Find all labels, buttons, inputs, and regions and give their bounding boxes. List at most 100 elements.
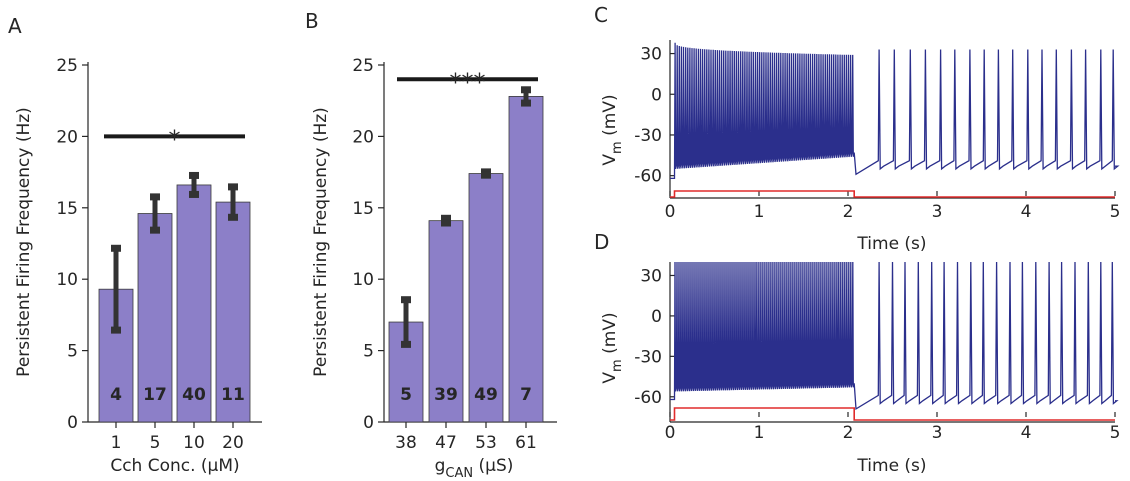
a-error-cap-bottom-2 (189, 190, 199, 198)
panel-c-y-axis-label-unit: (mV) (600, 94, 620, 141)
panel-b-significance-label: *** (450, 68, 486, 96)
panel-d-voltage-trace: 30 0 -30 -60 0 1 2 3 4 5 Vm (mV) Time (s) (600, 261, 1121, 476)
panel-c-y-axis-label-main: V (600, 154, 620, 166)
b-error-cap-top-3 (521, 86, 531, 94)
b-y-tick-label-4: 20 (352, 127, 374, 147)
a-n-label-2: 40 (182, 385, 206, 405)
b-y-tick-label-1: 5 (363, 342, 374, 362)
b-error-cap-bottom-1 (441, 219, 451, 227)
b-error-cap-top-0 (401, 296, 411, 304)
panel-b-x-axis-label: gCAN (μS) (435, 456, 514, 481)
c-x-tick-label-4: 4 (1021, 202, 1032, 222)
c-x-tick-label-3: 3 (932, 202, 943, 222)
a-y-tick-label-3: 15 (56, 199, 78, 219)
a-y-tick-label-2: 10 (56, 270, 78, 290)
a-x-tick-label-3: 20 (222, 433, 244, 453)
panel-b-x-axis-label-main: g (435, 456, 446, 476)
panel-label-a: A (8, 14, 22, 38)
c-y-tick-label-0: 30 (640, 45, 662, 65)
a-error-cap-top-0 (111, 244, 121, 252)
a-error-cap-top-3 (228, 183, 238, 191)
a-y-tick-label-1: 5 (67, 342, 78, 362)
a-x-tick-label-0: 1 (111, 433, 122, 453)
a-y-tick-label-5: 25 (56, 56, 78, 76)
a-x-tick-label-2: 10 (183, 433, 205, 453)
d-x-tick-label-2: 2 (843, 423, 854, 443)
d-x-tick-label-5: 5 (1110, 423, 1121, 443)
a-n-label-1: 17 (143, 385, 167, 405)
b-y-tick-label-0: 0 (363, 413, 374, 433)
b-y-tick-label-5: 25 (352, 56, 374, 76)
panel-d-x-axis-label: Time (s) (856, 456, 926, 476)
c-x-tick-label-1: 1 (754, 202, 765, 222)
c-y-tick-label-2: -30 (634, 126, 662, 146)
b-n-label-0: 5 (400, 385, 412, 405)
c-y-tick-label-3: -60 (634, 167, 662, 187)
b-error-cap-top-1 (441, 214, 451, 222)
a-x-tick-label-1: 5 (150, 433, 161, 453)
a-error-cap-bottom-1 (150, 226, 160, 234)
b-error-cap-bottom-0 (401, 340, 411, 348)
a-bar-3 (215, 201, 251, 423)
b-bar-2 (468, 173, 504, 423)
d-y-tick-label-3: -60 (634, 388, 662, 408)
a-error-cap-top-2 (189, 171, 199, 179)
b-n-label-1: 39 (434, 385, 458, 405)
panel-c-y-axis-label-sub: m (610, 141, 625, 154)
d-y-tick-label-2: -30 (634, 347, 662, 367)
b-y-tick-label-3: 15 (352, 199, 374, 219)
panel-b-x-axis-label-sub: CAN (445, 466, 473, 481)
a-bar-1 (137, 213, 173, 423)
panel-a-y-axis-label: Persistent Firing Frequency (Hz) (14, 107, 34, 377)
a-error-cap-top-1 (150, 193, 160, 201)
panel-c-voltage-trace: 30 0 -30 -60 0 1 2 3 4 5 Vm (mV) Time (s) (600, 40, 1120, 254)
d-x-tick-label-0: 0 (665, 423, 676, 443)
d-y-tick-label-0: 30 (640, 266, 662, 286)
a-error-cap-bottom-3 (228, 213, 238, 221)
b-bar-3 (508, 96, 544, 423)
a-n-label-3: 11 (221, 385, 245, 405)
a-y-tick-label-0: 0 (67, 413, 78, 433)
b-y-tick-label-2: 10 (352, 270, 374, 290)
panel-label-c: C (594, 3, 608, 27)
panel-b-x-axis-label-unit: (μS) (473, 456, 513, 476)
panel-c-x-axis-label: Time (s) (856, 234, 926, 254)
c-y-tick-label-1: 0 (651, 85, 662, 105)
d-y-tick-label-1: 0 (651, 307, 662, 327)
a-n-label-0: 4 (110, 385, 122, 405)
a-error-cap-bottom-0 (111, 326, 121, 334)
panel-a-x-axis-label: Cch Conc. (μM) (110, 456, 239, 476)
panel-d-membrane-potential-trace (670, 261, 1119, 411)
panel-label-b: B (305, 9, 319, 33)
d-x-tick-label-1: 1 (754, 423, 765, 443)
panel-d-y-axis-label-unit: (mV) (600, 312, 620, 359)
b-n-label-2: 49 (474, 385, 498, 405)
c-x-tick-label-2: 2 (843, 202, 854, 222)
panel-b-y-axis-label: Persistent Firing Frequency (Hz) (311, 107, 331, 377)
panel-d-y-axis-label-sub: m (610, 359, 625, 372)
b-x-tick-label-1: 47 (435, 433, 457, 453)
panel-d-y-axis-label-main: V (600, 372, 620, 384)
panel-label-d: D (594, 230, 609, 254)
panel-a-significance-label: * (169, 125, 181, 153)
c-x-tick-label-5: 5 (1110, 202, 1121, 222)
b-x-tick-label-3: 61 (515, 433, 537, 453)
a-y-tick-label-4: 20 (56, 127, 78, 147)
c-x-tick-label-0: 0 (665, 202, 676, 222)
a-bar-2 (176, 184, 212, 423)
panel-b-bar-chart: 0 5 10 15 20 25 5 39 49 7 38 47 53 61 *** Persisten… (311, 56, 557, 481)
panel-d-stimulus-trace (670, 407, 1115, 421)
d-x-tick-label-3: 3 (932, 423, 943, 443)
b-error-cap-bottom-2 (481, 171, 491, 179)
panel-d-y-axis-label: Vm (mV) (600, 312, 625, 383)
b-error-cap-bottom-3 (521, 99, 531, 107)
b-x-tick-label-2: 53 (475, 433, 497, 453)
panel-c-y-axis-label: Vm (mV) (600, 94, 625, 165)
b-n-label-3: 7 (520, 385, 532, 405)
panel-c-stimulus-trace (670, 190, 1115, 198)
panel-c-membrane-potential-trace (670, 42, 1120, 180)
d-x-tick-label-4: 4 (1021, 423, 1032, 443)
b-x-tick-label-0: 38 (395, 433, 417, 453)
